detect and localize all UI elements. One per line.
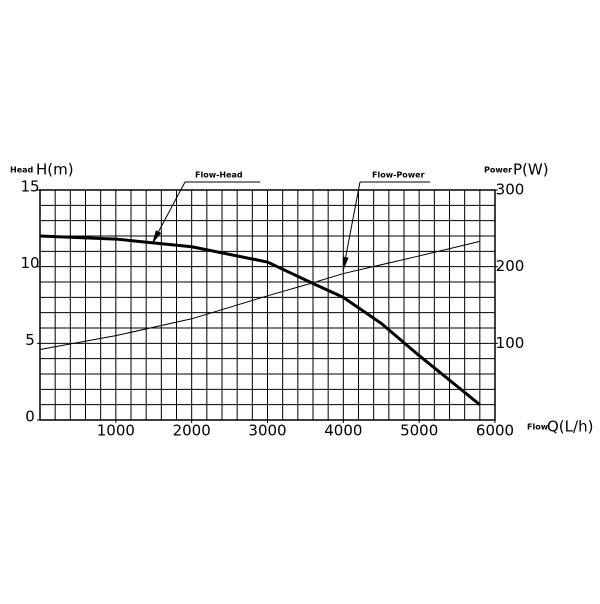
y2-axis-label-short: Power [484,166,512,175]
y2-tick-label: 200 [496,257,525,275]
x-tick-label: 3000 [248,422,286,440]
y-tick-label: 0 [25,408,35,426]
x-tick-label: 2000 [173,422,211,440]
legend-label: Flow-Power [372,171,425,180]
y2-axis-label: P(W) [513,161,549,179]
x-axis-label: Q(L/h) [547,418,593,436]
y2-tick-label: 300 [496,181,525,199]
y2-tick-label: 100 [496,334,525,352]
x-tick-label: 6000 [476,422,514,440]
leader-line [342,181,361,272]
y-axis-label-short: Head [10,166,34,175]
y-tick-label: 10 [20,254,39,272]
y-tick-label: 15 [20,178,39,196]
x-axis-label-short: Flow [527,423,549,432]
series-line [39,240,480,350]
x-tick-label: 4000 [324,422,362,440]
x-tick-label: 1000 [97,422,135,440]
y-axis-label: H(m) [36,161,74,179]
arrow-head [342,256,349,271]
legend-label: Flow-Head [195,171,243,180]
arrow-head [152,230,162,244]
series-line [39,234,481,406]
x-tick-label: 5000 [400,422,438,440]
y-tick-label: 5 [25,331,35,349]
